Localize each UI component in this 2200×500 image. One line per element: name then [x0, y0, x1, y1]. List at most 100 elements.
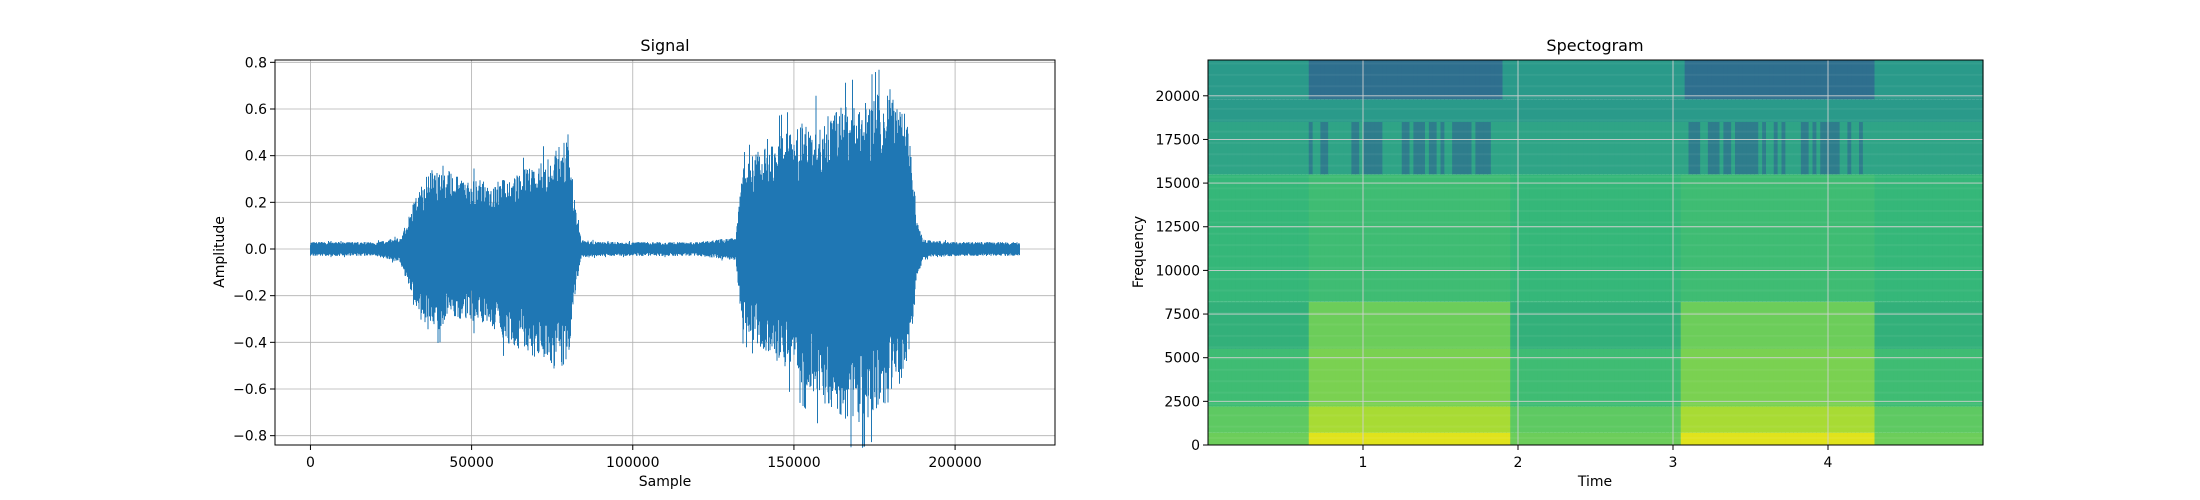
- spectrogram-cell: [1851, 99, 1856, 122]
- spectrogram-cell: [1363, 406, 1368, 433]
- spectrogram-cell: [1374, 121, 1380, 175]
- spectrogram-cell: [1475, 432, 1480, 445]
- spectrogram-cell: [1618, 60, 1624, 100]
- spectrogram-cell: [1688, 348, 1693, 407]
- spectrogram-cell: [1359, 406, 1364, 433]
- spectrogram-cell: [1715, 406, 1721, 433]
- spectrogram-cell: [1467, 99, 1473, 122]
- signal-title: Signal: [640, 36, 689, 55]
- spectrogram-cell: [1285, 406, 1290, 433]
- spectrogram-cell: [1242, 99, 1248, 122]
- spectrogram-cell: [1521, 432, 1527, 445]
- spectrogram-cell: [1456, 406, 1461, 433]
- spectrogram-cell: [1506, 348, 1511, 407]
- spectrogram-cell: [1250, 99, 1256, 122]
- spectrogram-cell: [1595, 174, 1600, 302]
- spectrogram-cell: [1828, 121, 1833, 175]
- spectrogram-cell: [1242, 121, 1248, 175]
- spectrogram-cell: [1347, 406, 1352, 433]
- spectrogram-cell: [1700, 99, 1705, 122]
- spectrogram-cell: [1359, 121, 1364, 175]
- spectrogram-cell: [1363, 301, 1368, 349]
- spectrogram-cell: [1874, 99, 1879, 122]
- spectrogram-cell: [1924, 301, 1930, 349]
- spectrogram-cell: [1502, 348, 1507, 407]
- spectrogram-cell: [1409, 301, 1414, 349]
- spectrogram-cell: [1599, 406, 1604, 433]
- spectrogram-cell: [1533, 174, 1538, 302]
- spectrogram-cell: [1208, 406, 1213, 433]
- spectrogram-cell: [1436, 432, 1442, 445]
- spectrogram-cell: [1696, 121, 1701, 175]
- spectrogram-cell: [1293, 60, 1298, 100]
- spectrogram-cell: [1452, 406, 1457, 433]
- spectrogram-cell: [1351, 121, 1356, 175]
- spectrogram-cell: [1552, 60, 1558, 100]
- spectrogram-cell: [1812, 406, 1817, 433]
- spectrogram-cell: [1762, 121, 1767, 175]
- spectrogram-cell: [1525, 174, 1531, 302]
- spectrogram-cell: [1680, 348, 1686, 407]
- spectrogram-cell: [1971, 301, 1976, 349]
- spectrogram-cell: [1952, 99, 1957, 122]
- spectrogram-cell: [1297, 99, 1302, 122]
- spectrogram-cell: [1948, 301, 1953, 349]
- spectrogram-cell: [1704, 121, 1709, 175]
- spectrogram-cell: [1839, 174, 1845, 302]
- spectrogram-cell: [1967, 406, 1972, 433]
- spectrogram-cell: [1479, 301, 1484, 349]
- spectrogram-cell: [1816, 406, 1821, 433]
- spectrogram-cell: [1599, 99, 1604, 122]
- spectrogram-cell: [1614, 406, 1620, 433]
- spectrogram-cell: [1975, 348, 1980, 407]
- spectrogram-cell: [1638, 174, 1643, 302]
- spectrogram-cell: [1483, 406, 1488, 433]
- spectrogram-cell: [1266, 99, 1271, 122]
- spectrogram-cell: [1401, 174, 1407, 302]
- spectrogram-cell: [1738, 301, 1744, 349]
- spectrogram-cell: [1405, 174, 1411, 302]
- spectrogram-cell: [1328, 174, 1333, 302]
- spectrogram-cell: [1591, 406, 1597, 433]
- spectrogram-cell: [1552, 121, 1558, 175]
- spectrogram-cell: [1735, 348, 1740, 407]
- spectrogram-cell: [1781, 432, 1786, 445]
- spectrogram-cell: [1750, 432, 1755, 445]
- spectrogram-cell: [1250, 406, 1256, 433]
- spectrogram-cell: [1483, 174, 1488, 302]
- spectrogram-cell: [1859, 121, 1864, 175]
- spectrogram-cell: [1440, 301, 1445, 349]
- spectrogram-cell: [1754, 432, 1759, 445]
- spectrogram-cell: [1789, 432, 1794, 445]
- spectrogram-cell: [1797, 432, 1802, 445]
- spectrogram-cell: [1905, 121, 1910, 175]
- spectrogram-cell: [1355, 121, 1360, 175]
- spectrogram-cell: [1936, 301, 1941, 349]
- spectrogram-cell: [1490, 121, 1496, 175]
- spectrogram-cell: [1766, 301, 1771, 349]
- spectrogram-cell: [1653, 301, 1659, 349]
- spectrogram-cell: [1494, 301, 1500, 349]
- spectrogram-cell: [1580, 406, 1585, 433]
- spectrogram-cell: [1211, 99, 1217, 122]
- spectrogram-cell: [1618, 432, 1624, 445]
- spectrogram-cell: [1432, 174, 1438, 302]
- spectrogram-cell: [1219, 406, 1225, 433]
- spectrogram-cell: [1777, 121, 1783, 175]
- spectrogram-cell: [1223, 432, 1228, 445]
- spectrogram-cell: [1913, 60, 1918, 100]
- spectrogram-cell: [1959, 60, 1965, 100]
- spectrogram-cell: [1797, 60, 1802, 100]
- spectrogram-cell: [1618, 121, 1624, 175]
- spectrogram-cell: [1351, 406, 1356, 433]
- spectrogram-cell: [1769, 432, 1775, 445]
- spectrogram-cell: [1506, 406, 1511, 433]
- spectrogram-cell: [1463, 121, 1469, 175]
- spectrogram-cell: [1847, 432, 1852, 445]
- spectrogram-cell: [1785, 60, 1790, 100]
- spectrogram-cell: [1882, 301, 1887, 349]
- spectrogram-cell: [1273, 406, 1279, 433]
- spectrogram-cell: [1436, 174, 1442, 302]
- spectrogram-cell: [1692, 174, 1697, 302]
- spectrogram-cell: [1793, 348, 1798, 407]
